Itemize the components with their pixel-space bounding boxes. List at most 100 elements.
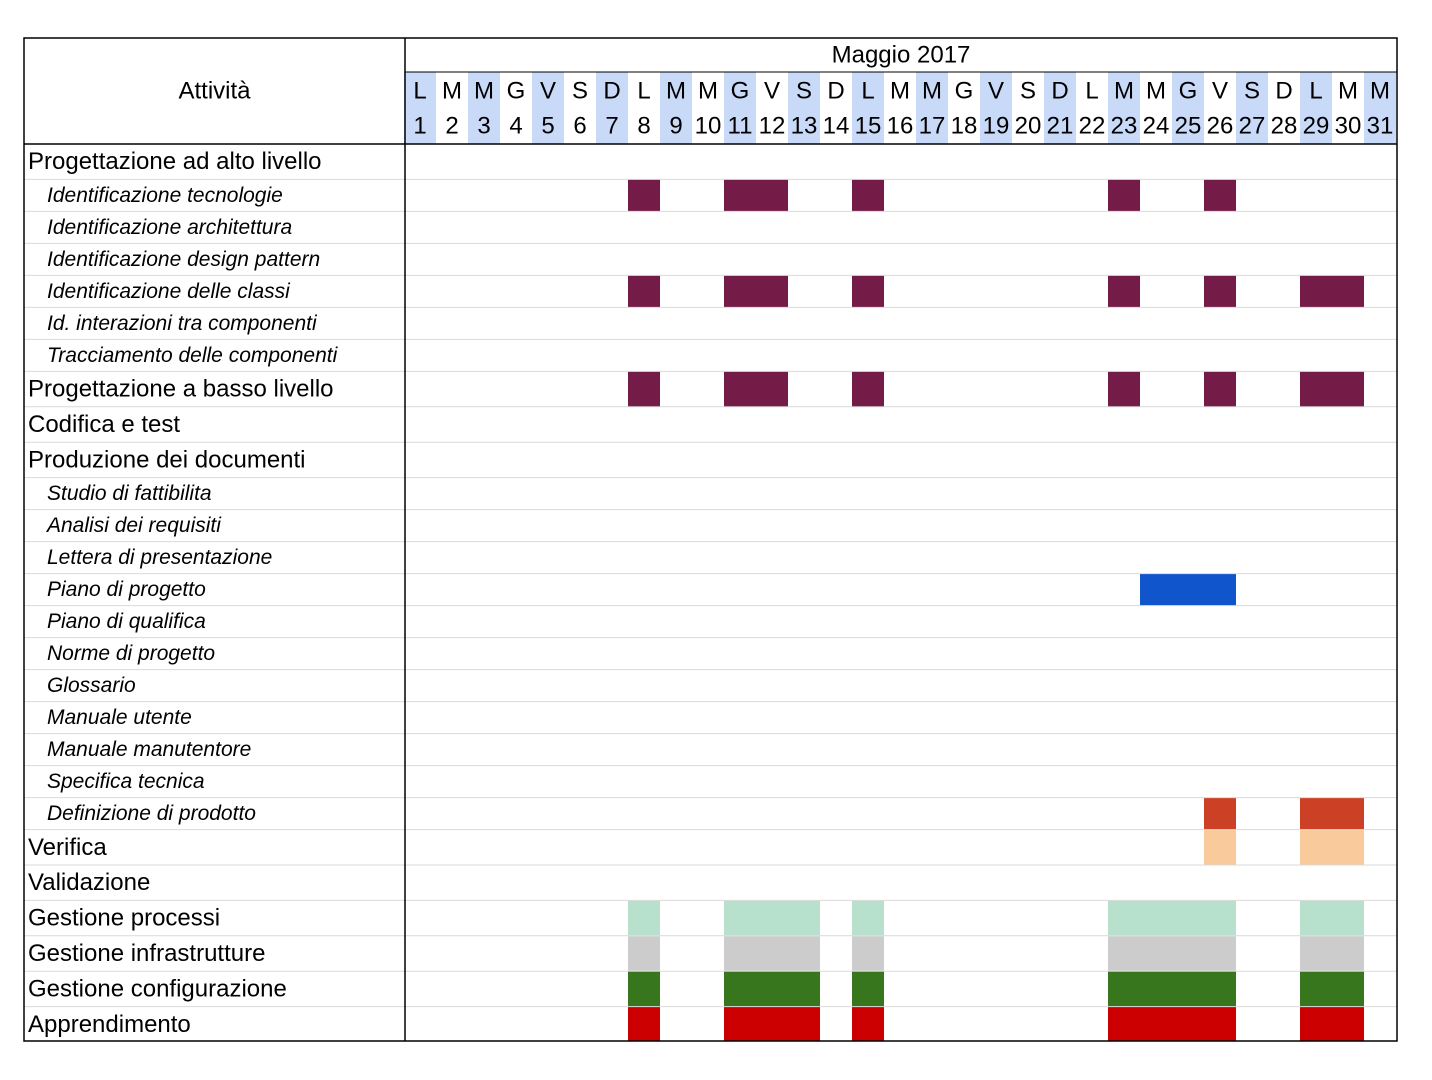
activity-bar: [1204, 179, 1236, 211]
activity-label: Norme di progetto: [47, 642, 215, 665]
day-letter: M: [474, 78, 494, 105]
activity-bar: [1172, 574, 1204, 606]
activity-label: Gestione processi: [28, 905, 220, 932]
activity-label: Studio di fattibilita: [47, 482, 212, 505]
activity-bar: [1140, 574, 1172, 606]
activity-label: Gestione configurazione: [28, 975, 287, 1002]
activity-label: Lettera di presentazione: [47, 546, 272, 569]
activity-bar: [788, 1007, 820, 1042]
day-number: 21: [1047, 113, 1074, 140]
activity-bar: [1332, 830, 1364, 865]
day-shade: [404, 72, 436, 144]
day-shade: [1300, 72, 1332, 144]
day-number: 6: [573, 113, 586, 140]
activity-bar: [788, 971, 820, 1007]
activity-bar: [1108, 275, 1140, 307]
day-number: 2: [445, 113, 458, 140]
activity-label: Id. interazioni tra componenti: [47, 312, 318, 335]
activity-bar: [788, 936, 820, 971]
day-letter: L: [861, 78, 874, 105]
activity-bar: [1332, 371, 1364, 407]
day-shade: [788, 72, 820, 144]
activity-bar: [1300, 371, 1332, 407]
activity-bar: [628, 179, 660, 211]
activity-bar: [1108, 900, 1140, 936]
activity-bar: [1300, 1007, 1332, 1042]
day-shade: [532, 72, 564, 144]
day-letter: M: [1146, 78, 1166, 105]
activity-bar: [724, 900, 756, 936]
activity-bar: [1172, 900, 1204, 936]
day-letter: D: [603, 78, 620, 105]
day-letter: S: [796, 78, 812, 105]
day-letter: G: [507, 78, 526, 105]
activity-bar: [1172, 971, 1204, 1007]
activity-bar: [756, 936, 788, 971]
activity-label: Glossario: [47, 674, 136, 697]
activity-label: Verifica: [28, 834, 107, 861]
activity-bar: [724, 936, 756, 971]
activity-bar: [1300, 936, 1332, 971]
activity-label: Manuale manutentore: [47, 738, 251, 761]
day-number: 23: [1111, 113, 1138, 140]
activity-bar: [1332, 275, 1364, 307]
day-letter: D: [1275, 78, 1292, 105]
day-number: 5: [541, 113, 554, 140]
activity-bar: [1300, 275, 1332, 307]
day-letter: S: [572, 78, 588, 105]
activity-bar: [628, 971, 660, 1007]
day-number: 8: [637, 113, 650, 140]
day-number: 4: [509, 113, 522, 140]
activity-bar: [1300, 798, 1332, 830]
day-number: 27: [1239, 113, 1266, 140]
day-number: 11: [728, 113, 753, 140]
activity-bar: [852, 179, 884, 211]
activity-bar: [628, 936, 660, 971]
activity-label: Manuale utente: [47, 706, 192, 729]
activity-bar: [756, 971, 788, 1007]
table-border: [23, 37, 1398, 1042]
day-number: 13: [791, 113, 818, 140]
activity-bar: [1172, 1007, 1204, 1042]
activity-label: Progettazione a basso livello: [28, 376, 334, 403]
day-number: 15: [855, 113, 882, 140]
day-shade: [1108, 72, 1140, 144]
month-header: Maggio 2017: [832, 42, 971, 69]
day-letter: D: [827, 78, 844, 105]
activity-bar: [852, 900, 884, 936]
day-number: 22: [1079, 113, 1106, 140]
day-shade: [596, 72, 628, 144]
activity-bar: [1140, 971, 1172, 1007]
day-letter: M: [890, 78, 910, 105]
day-number: 20: [1015, 113, 1042, 140]
activity-label: Identificazione delle classi: [47, 280, 291, 303]
day-letter: G: [1179, 78, 1198, 105]
activity-label: Apprendimento: [28, 1011, 191, 1038]
activity-label: Identificazione design pattern: [47, 248, 320, 271]
activity-bar: [1140, 900, 1172, 936]
day-number: 28: [1271, 113, 1298, 140]
day-letter: M: [698, 78, 718, 105]
day-shade: [1044, 72, 1076, 144]
activity-bar: [724, 371, 756, 407]
activity-bar: [724, 275, 756, 307]
activity-bar: [1300, 830, 1332, 865]
activity-label: Definizione di prodotto: [47, 802, 256, 825]
activity-bar: [1204, 371, 1236, 407]
activity-bar: [1204, 1007, 1236, 1042]
activity-bar: [628, 900, 660, 936]
day-number: 30: [1335, 113, 1362, 140]
activity-bar: [628, 371, 660, 407]
day-number: 16: [887, 113, 914, 140]
activity-bar: [756, 900, 788, 936]
activity-bar: [1332, 798, 1364, 830]
activity-bar: [756, 275, 788, 307]
activity-bar: [1108, 179, 1140, 211]
day-letter: M: [922, 78, 942, 105]
day-letter: M: [442, 78, 462, 105]
day-shade: [1364, 72, 1396, 144]
day-number: 3: [477, 113, 490, 140]
activity-bar: [1332, 936, 1364, 971]
activity-bar: [1332, 971, 1364, 1007]
